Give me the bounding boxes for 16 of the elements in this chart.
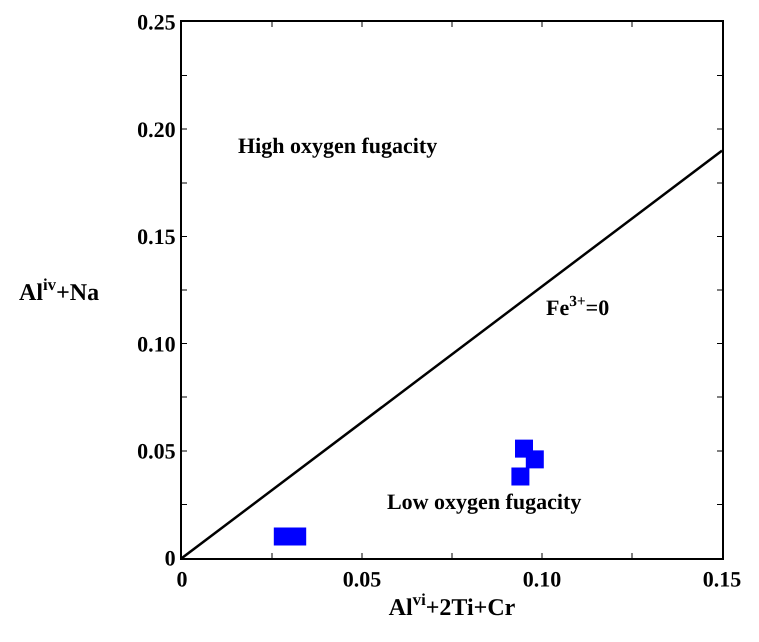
x-axis-title: Al$^{vi}$+2Ti+Cr <box>388 590 516 622</box>
y-tick-label: 0.25 <box>137 10 176 35</box>
y-tick-label: 0 <box>164 546 176 571</box>
y-tick-label: 0.20 <box>137 116 176 142</box>
y-tick-label: 0.05 <box>137 438 176 464</box>
y-axis-title: Al$^{iv}$+Na <box>19 275 100 306</box>
annotation: Fe$^{3+}$=0 <box>546 293 610 320</box>
x-tick-label: 0.05 <box>342 566 382 592</box>
point <box>526 450 544 468</box>
annotation: Low oxygen fugacity <box>387 489 582 514</box>
annotation: High oxygen fugacity <box>238 133 438 158</box>
y-tick-label: 0.10 <box>137 331 176 356</box>
y-tick-label: 0.15 <box>137 224 176 250</box>
point <box>511 468 530 486</box>
x-tick-label: 0.15 <box>702 566 742 592</box>
x-tick-label: 0.10 <box>522 566 562 592</box>
